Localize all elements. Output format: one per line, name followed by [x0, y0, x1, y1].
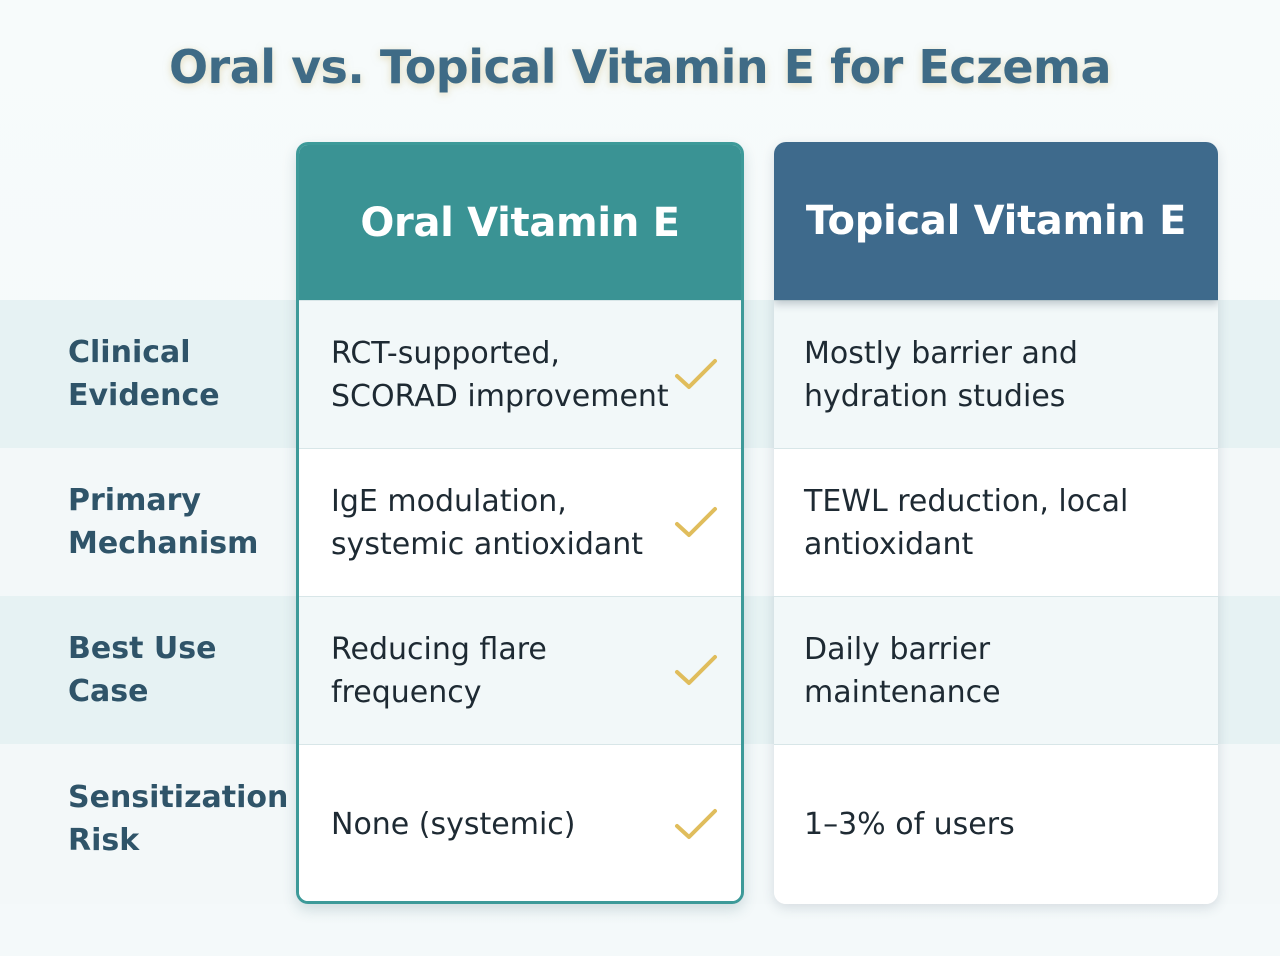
- topical-vitamin-e-column: Topical Vitamin E Mostly barrier and hyd…: [774, 142, 1218, 904]
- topical-cell-primary-mechanism: TEWL reduction, local antioxidant: [774, 448, 1218, 596]
- topical-cell-text: Mostly barrier and hydration studies: [804, 335, 1078, 414]
- oral-cell-clinical-evidence: RCT-supported, SCORAD improvement: [299, 300, 741, 448]
- check-icon: [675, 358, 717, 389]
- oral-cell-text: Reducing flare frequency: [331, 631, 547, 710]
- topical-cell-text: TEWL reduction, local antioxidant: [804, 483, 1129, 562]
- oral-cell-text: RCT-supported, SCORAD improvement: [331, 335, 669, 414]
- oral-cell-sensitization-risk: None (systemic): [299, 744, 741, 901]
- page-title: Oral vs. Topical Vitamin E for Eczema: [168, 40, 1112, 94]
- oral-cell-text: IgE modulation, systemic antioxidant: [331, 483, 644, 562]
- row-label-primary-mechanism: Primary Mechanism: [68, 483, 259, 561]
- topical-cell-best-use-case: Daily barrier maintenance: [774, 596, 1218, 744]
- check-icon: [675, 808, 717, 839]
- check-icon: [675, 506, 717, 537]
- topical-cell-clinical-evidence: Mostly barrier and hydration studies: [774, 300, 1218, 448]
- row-label-clinical-evidence: Clinical Evidence: [68, 335, 220, 413]
- oral-cell-primary-mechanism: IgE modulation, systemic antioxidant: [299, 448, 741, 596]
- oral-vitamin-e-column: Oral Vitamin E RCT-supported, SCORAD imp…: [296, 142, 744, 904]
- row-label-sensitization-risk: Sensitization Risk: [68, 780, 289, 858]
- topical-column-header: Topical Vitamin E: [774, 142, 1218, 300]
- row-label-best-use-case: Best Use Case: [68, 631, 217, 709]
- oral-cell-best-use-case: Reducing flare frequency: [299, 596, 741, 744]
- topical-cell-text: 1–3% of users: [804, 807, 1015, 842]
- topical-cell-sensitization-risk: 1–3% of users: [774, 744, 1218, 904]
- oral-cell-text: None (systemic): [331, 807, 576, 842]
- check-icon: [675, 654, 717, 685]
- topical-cell-text: Daily barrier maintenance: [804, 631, 1001, 710]
- oral-column-header: Oral Vitamin E: [299, 145, 741, 300]
